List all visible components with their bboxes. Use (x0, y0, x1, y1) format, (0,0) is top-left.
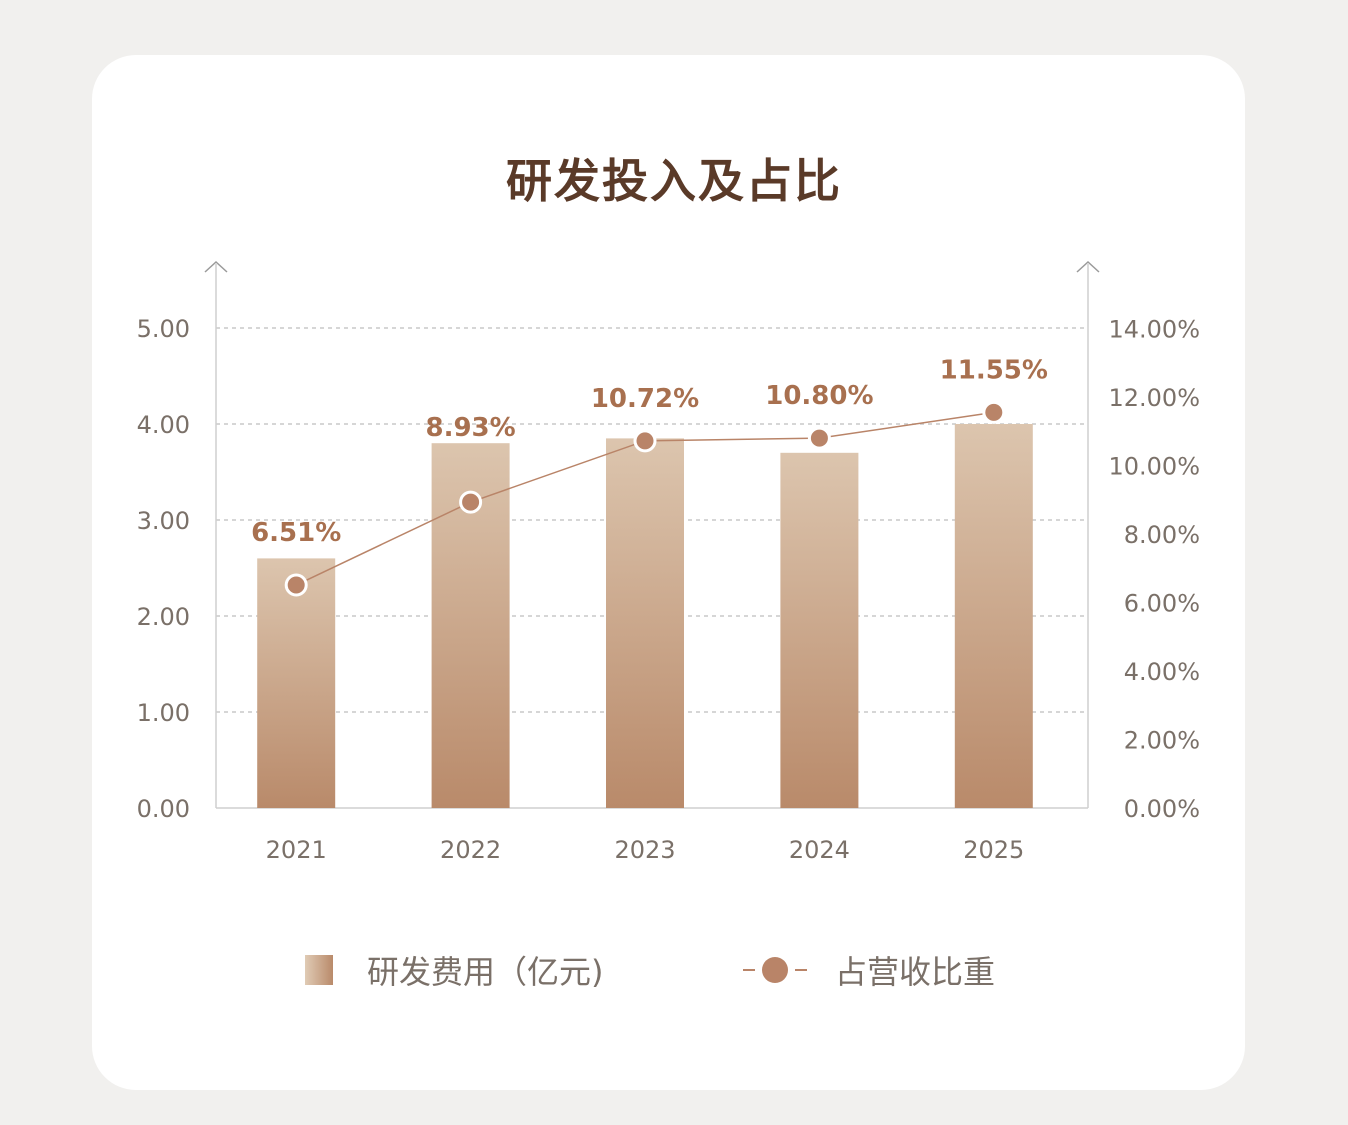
legend: 研发费用（亿元) 占营收比重 (0, 945, 1348, 995)
legend-bar-swatch (305, 955, 333, 985)
y-axis-left-arrow (204, 260, 228, 273)
bar (606, 438, 684, 808)
y-right-tick-label: 12.00% (1108, 384, 1200, 412)
y-right-tick-label: 8.00% (1124, 521, 1200, 549)
ratio-point (633, 429, 657, 453)
ratio-data-label: 10.80% (765, 381, 873, 411)
ratio-data-label: 11.55% (940, 355, 1048, 385)
bar (257, 558, 336, 808)
y-left-tick-label: 0.00 (137, 795, 190, 823)
ratio-point (459, 490, 483, 514)
y-left-tick-label: 2.00 (137, 603, 190, 631)
ratio-line (284, 400, 1006, 597)
legend-item-revenue-ratio: 占营收比重 (743, 945, 995, 995)
bar (780, 452, 859, 808)
ratio-data-label: 6.51% (251, 518, 341, 548)
labels: 0.00 1.00 2.00 3.00 4.00 5.00 0.00% 2.00% 4.00% 6… (137, 315, 1200, 864)
x-tick-label: 2021 (266, 836, 327, 864)
legend-label-rd-expense: 研发费用（亿元) (367, 953, 604, 991)
ratio-point (982, 400, 1006, 424)
y-axis-right-arrow (1076, 260, 1100, 273)
y-right-tick-label: 2.00% (1124, 727, 1200, 755)
ratio-data-label: 8.93% (425, 413, 515, 443)
chart-title: 研发投入及占比 (506, 154, 842, 208)
x-tick-label: 2024 (789, 836, 850, 864)
y-right-tick-label: 4.00% (1124, 658, 1200, 686)
legend-label-revenue-ratio: 占营收比重 (835, 953, 996, 991)
y-left-tick-label: 4.00 (137, 411, 190, 439)
ratio-point (284, 573, 308, 597)
y-right-tick-label: 14.00% (1108, 316, 1200, 344)
x-tick-label: 2022 (440, 836, 501, 864)
x-tick-label: 2025 (963, 836, 1024, 864)
y-right-tick-label: 10.00% (1108, 453, 1200, 481)
y-left-tick-label: 5.00 (137, 315, 190, 343)
y-right-tick-label: 0.00% (1124, 795, 1200, 823)
y-right-tick-label: 6.00% (1124, 590, 1200, 618)
y-left-tick-label: 3.00 (137, 507, 190, 535)
y-left-tick-label: 1.00 (137, 699, 190, 727)
x-tick-label: 2023 (614, 836, 675, 864)
bars (257, 424, 1033, 808)
ratio-point (807, 426, 831, 450)
legend-line-swatch (743, 955, 807, 985)
ratio-data-label: 10.72% (591, 384, 699, 414)
bar (954, 424, 1033, 808)
legend-item-rd-expense: 研发费用（亿元) (305, 945, 604, 995)
